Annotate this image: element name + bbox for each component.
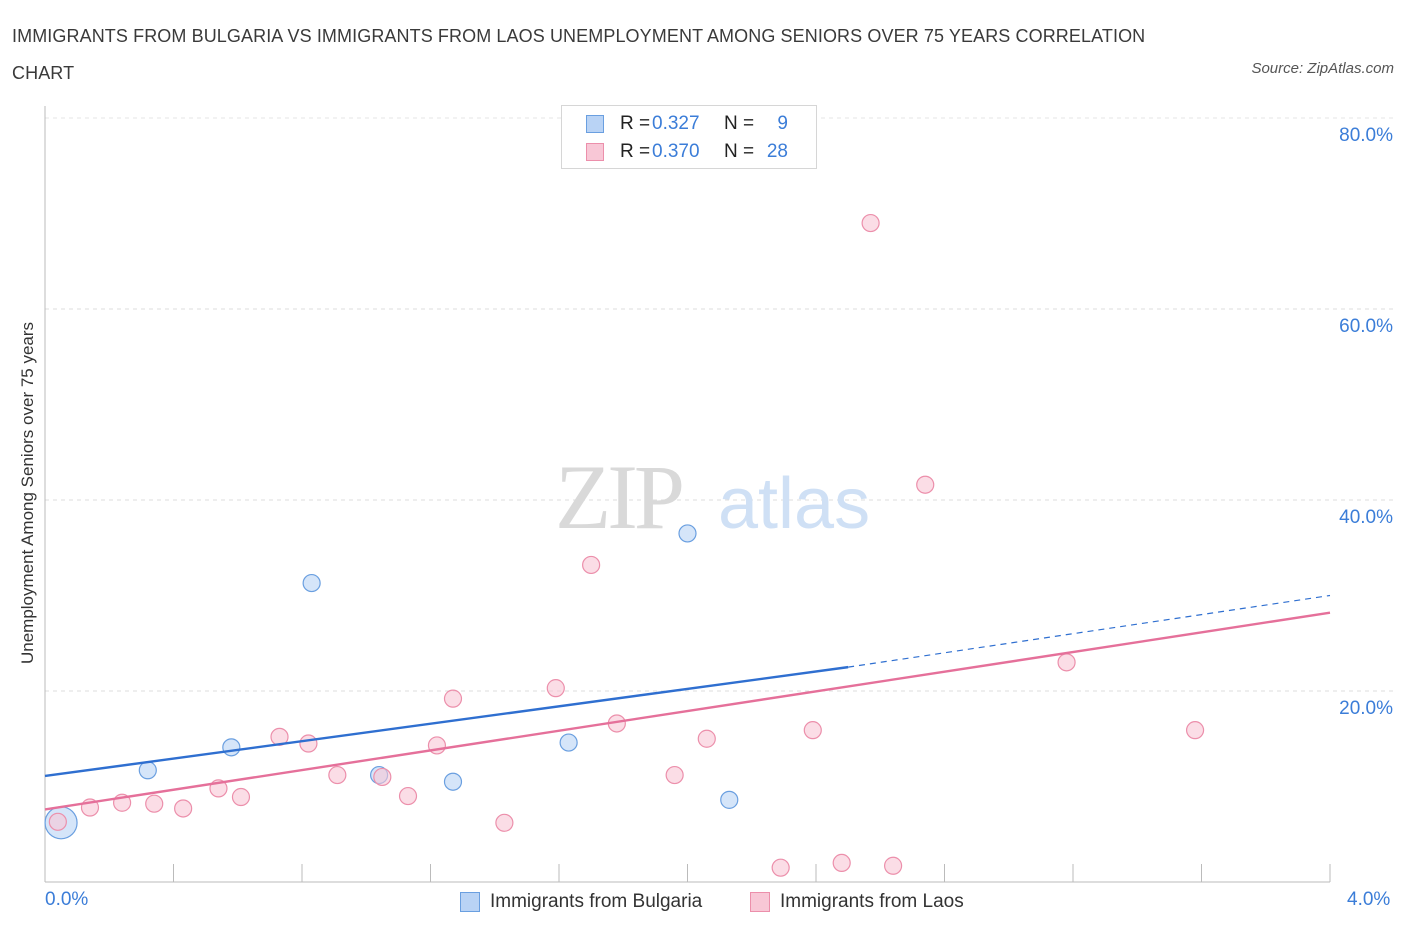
legend-label-laos: Immigrants from Laos bbox=[780, 891, 964, 912]
data-point-laos bbox=[299, 734, 318, 753]
data-point-laos bbox=[48, 812, 67, 831]
legend-row-bulgaria: R = 0.327 N = 9 bbox=[586, 111, 788, 137]
data-point-bulgaria bbox=[443, 772, 463, 791]
data-point-laos bbox=[916, 475, 935, 494]
legend-label-bulgaria: Immigrants from Bulgaria bbox=[490, 891, 703, 912]
data-point-bulgaria bbox=[559, 733, 578, 752]
data-point-bulgaria bbox=[222, 738, 241, 757]
data-point-laos bbox=[546, 679, 565, 698]
legend-item-laos: Immigrants from Laos bbox=[750, 889, 964, 915]
data-point-laos bbox=[1057, 653, 1076, 672]
data-point-laos bbox=[373, 767, 392, 787]
data-point-laos bbox=[231, 787, 251, 807]
data-point-laos bbox=[697, 729, 716, 748]
data-point-laos bbox=[832, 853, 851, 873]
data-point-laos bbox=[883, 856, 903, 875]
legend-item-bulgaria: Immigrants from Bulgaria bbox=[460, 889, 702, 915]
series-legend: Immigrants from Bulgaria Immigrants from… bbox=[0, 889, 1406, 915]
data-point-laos bbox=[174, 799, 193, 818]
data-point-laos bbox=[771, 858, 790, 877]
x-tick-label-min: 0.0% bbox=[45, 889, 89, 910]
data-point-laos bbox=[145, 794, 164, 813]
legend-swatch-bulgaria bbox=[460, 892, 480, 912]
legend-row-laos: R = 0.370 N = 28 bbox=[586, 139, 788, 165]
data-point-bulgaria bbox=[138, 761, 157, 780]
legend-r-value: 0.327 bbox=[652, 113, 700, 134]
y-tick-label: 60.0% bbox=[1339, 316, 1393, 337]
correlation-legend: R = 0.327 N = 9 R = 0.370 N = 28 bbox=[561, 105, 817, 169]
data-point-laos bbox=[1185, 721, 1205, 740]
legend-r-value: 0.370 bbox=[652, 141, 700, 162]
chart-title: IMMIGRANTS FROM BULGARIA VS IMMIGRANTS F… bbox=[12, 26, 1146, 83]
data-point-laos bbox=[803, 721, 822, 740]
legend-swatch-laos bbox=[750, 892, 770, 912]
legend-n-value: 9 bbox=[777, 113, 788, 134]
legend-swatch-bulgaria bbox=[586, 115, 604, 133]
y-tick-label: 20.0% bbox=[1339, 698, 1393, 719]
data-point-laos bbox=[582, 555, 601, 575]
data-point-laos bbox=[398, 786, 418, 806]
legend-r-label: R = bbox=[620, 141, 651, 162]
data-point-laos bbox=[328, 765, 347, 785]
legend-n-label: N = bbox=[724, 141, 755, 162]
x-tick-label-max: 4.0% bbox=[1347, 889, 1391, 910]
y-tick-label: 80.0% bbox=[1339, 125, 1393, 146]
data-point-laos bbox=[861, 213, 880, 233]
trend-line-laos bbox=[44, 611, 1331, 811]
trend-line-bulgaria bbox=[44, 665, 849, 778]
data-point-bulgaria bbox=[302, 573, 321, 593]
watermark-zip: ZIP bbox=[555, 446, 682, 548]
data-point-laos bbox=[443, 689, 463, 708]
legend-r-label: R = bbox=[620, 113, 651, 134]
watermark-atlas: atlas bbox=[718, 464, 870, 544]
data-point-bulgaria bbox=[678, 524, 697, 543]
data-point-bulgaria bbox=[720, 790, 739, 809]
y-tick-label: 40.0% bbox=[1339, 507, 1393, 528]
legend-n-value: 28 bbox=[766, 141, 788, 162]
legend-n-label: N = bbox=[724, 113, 755, 134]
data-point-laos bbox=[495, 813, 514, 832]
legend-swatch-laos bbox=[586, 143, 604, 161]
source-label: Source: ZipAtlas.com bbox=[1251, 60, 1394, 77]
data-point-laos bbox=[665, 765, 684, 785]
trend-line-extension-bulgaria bbox=[848, 594, 1331, 668]
